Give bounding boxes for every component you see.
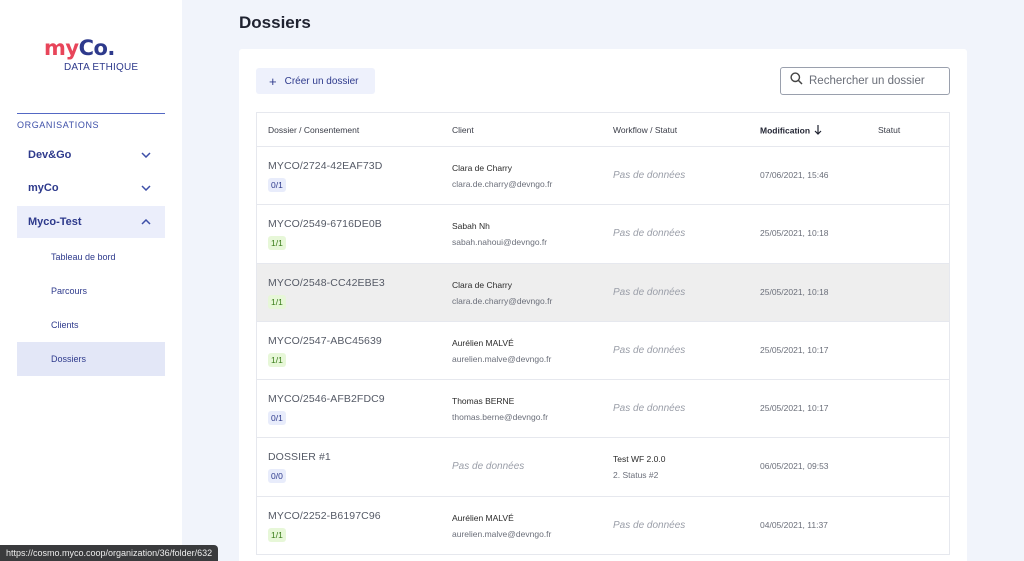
client-email: aurelien.malve@devngo.fr bbox=[452, 353, 552, 364]
workflow-empty: Pas de données bbox=[613, 228, 686, 240]
consent-badge: 0/1 bbox=[268, 178, 286, 192]
consent-badge: 1/1 bbox=[268, 236, 286, 251]
client-name: Thomas BERNE bbox=[452, 396, 515, 407]
create-dossier-button[interactable]: + Créer un dossier bbox=[256, 68, 375, 94]
logo-wordmark: myCo. bbox=[44, 36, 115, 60]
search-icon bbox=[790, 72, 803, 90]
client-name: Clara de Charry bbox=[452, 163, 512, 173]
workflow-name: Test WF 2.0.0 bbox=[613, 454, 666, 465]
client-name: Sabah Nh bbox=[452, 221, 490, 232]
client-email: sabah.nahoui@devngo.fr bbox=[452, 237, 548, 248]
plus-icon: + bbox=[269, 73, 277, 89]
table-row[interactable]: DOSSIER #1 0/0 Pas de données Test WF 2.… bbox=[257, 438, 949, 497]
workflow-empty: Pas de données bbox=[613, 170, 686, 181]
search-box[interactable] bbox=[780, 67, 950, 95]
client-email: clara.de.charry@devngo.fr bbox=[452, 295, 553, 306]
dossier-ref: MYCO/2546-AFB2FDC9 bbox=[268, 393, 385, 406]
header-modification[interactable]: Modification bbox=[760, 125, 822, 137]
table-header: Dossier / Consentement Client Workflow /… bbox=[257, 113, 949, 147]
create-dossier-label: Créer un dossier bbox=[284, 75, 359, 87]
status-bar-url: https://cosmo.myco.coop/organization/36/… bbox=[0, 545, 219, 561]
modification-date: 04/05/2021, 11:37 bbox=[760, 519, 828, 530]
header-dossier[interactable]: Dossier / Consentement bbox=[268, 125, 360, 135]
modification-date: 25/05/2021, 10:17 bbox=[760, 403, 829, 414]
dossier-ref: MYCO/2549-6716DE0B bbox=[268, 218, 382, 231]
workflow-empty: Pas de données bbox=[613, 286, 686, 298]
consent-badge: 1/1 bbox=[268, 294, 286, 309]
client-name: Aurélien MALVÉ bbox=[452, 512, 514, 523]
sidebar-item-dossiers[interactable]: Dossiers bbox=[17, 342, 165, 376]
table-row[interactable]: MYCO/2252-B6197C96 1/1 Aurélien MALVÉ au… bbox=[257, 497, 949, 556]
sidebar: myCo. DATA ETHIQUE ORGANISATIONS Dev&Go … bbox=[0, 0, 182, 561]
workflow-empty: Pas de données bbox=[613, 344, 686, 356]
sidebar-org-devgo[interactable]: Dev&Go bbox=[17, 139, 165, 171]
client-name: Aurélien MALVÉ bbox=[452, 337, 514, 348]
sidebar-org-myco-test[interactable]: Myco-Test bbox=[17, 206, 165, 238]
dossiers-table: Dossier / Consentement Client Workflow /… bbox=[256, 112, 950, 556]
page-title: Dossiers bbox=[239, 13, 311, 32]
dossier-ref: MYCO/2252-B6197C96 bbox=[268, 509, 381, 522]
client-empty: Pas de données bbox=[452, 461, 525, 473]
client-email: aurelien.malve@devngo.fr bbox=[452, 528, 552, 539]
table-row[interactable]: MYCO/2546-AFB2FDC9 0/1 Thomas BERNE thom… bbox=[257, 380, 949, 439]
org-label: Myco-Test bbox=[28, 216, 82, 228]
sidebar-item-tableau-de-bord[interactable]: Tableau de bord bbox=[51, 252, 116, 262]
consent-badge: 1/1 bbox=[268, 352, 286, 367]
chevron-down-icon bbox=[141, 150, 151, 160]
table-row[interactable]: MYCO/2724-42EAF73D 0/1 Clara de Charry c… bbox=[257, 147, 949, 206]
modification-date: 25/05/2021, 10:17 bbox=[760, 344, 829, 355]
search-input[interactable] bbox=[809, 75, 945, 87]
org-label: Dev&Go bbox=[28, 149, 72, 161]
modification-date: 25/05/2021, 10:18 bbox=[760, 228, 829, 239]
dossier-ref: MYCO/2547-ABC45639 bbox=[268, 334, 382, 347]
consent-badge: 0/0 bbox=[268, 469, 286, 484]
client-name: Clara de Charry bbox=[452, 279, 512, 290]
arrow-down-icon bbox=[814, 125, 822, 137]
header-statut[interactable]: Statut bbox=[878, 125, 901, 135]
workflow-empty: Pas de données bbox=[613, 403, 686, 415]
table-row[interactable]: MYCO/2548-CC42EBE3 1/1 Clara de Charry c… bbox=[257, 263, 949, 322]
header-workflow[interactable]: Workflow / Statut bbox=[613, 125, 678, 135]
client-email: clara.de.charry@devngo.fr bbox=[452, 179, 553, 189]
consent-badge: 0/1 bbox=[268, 411, 286, 426]
client-email: thomas.berne@devngo.fr bbox=[452, 412, 549, 423]
dossier-ref: MYCO/2548-CC42EBE3 bbox=[268, 276, 385, 289]
workflow-status: 2. Status #2 bbox=[613, 470, 659, 481]
section-label-organisations: ORGANISATIONS bbox=[17, 120, 100, 130]
consent-badge: 1/1 bbox=[268, 527, 286, 542]
dossier-ref: DOSSIER #1 bbox=[268, 451, 331, 464]
modification-date: 07/06/2021, 15:46 bbox=[760, 170, 829, 180]
chevron-down-icon bbox=[141, 183, 151, 193]
logo-subtitle: DATA ETHIQUE bbox=[64, 62, 139, 73]
dossier-ref: MYCO/2724-42EAF73D bbox=[268, 160, 383, 172]
logo[interactable]: myCo. DATA ETHIQUE bbox=[44, 36, 144, 76]
sidebar-item-clients[interactable]: Clients bbox=[51, 320, 79, 330]
sidebar-org-myco[interactable]: myCo bbox=[17, 172, 165, 204]
table-row[interactable]: MYCO/2549-6716DE0B 1/1 Sabah Nh sabah.na… bbox=[257, 205, 949, 264]
sidebar-item-parcours[interactable]: Parcours bbox=[51, 286, 88, 296]
header-modification-label: Modification bbox=[760, 125, 811, 136]
modification-date: 06/05/2021, 09:53 bbox=[760, 461, 829, 472]
chevron-up-icon bbox=[141, 217, 151, 227]
workflow-empty: Pas de données bbox=[613, 519, 686, 531]
table-row[interactable]: MYCO/2547-ABC45639 1/1 Aurélien MALVÉ au… bbox=[257, 322, 949, 381]
dossiers-card: + Créer un dossier Dossier / Consentemen… bbox=[239, 49, 967, 561]
org-label: myCo bbox=[28, 182, 59, 194]
sidebar-divider bbox=[17, 113, 165, 114]
modification-date: 25/05/2021, 10:18 bbox=[760, 286, 829, 297]
header-client[interactable]: Client bbox=[452, 125, 474, 135]
